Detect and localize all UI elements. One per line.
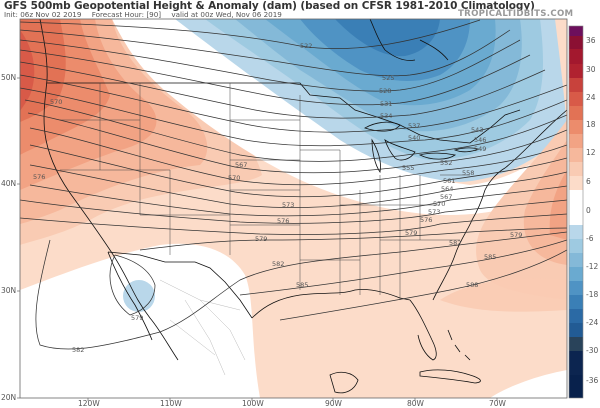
svg-text:546: 546 [474,136,486,144]
lat-label: 30N [1,286,17,295]
lat-label: 50N [1,73,17,82]
svg-text:540: 540 [408,134,420,142]
svg-text:567: 567 [235,161,247,169]
svg-text:579: 579 [510,231,522,239]
svg-text:570: 570 [50,98,62,106]
svg-text:582: 582 [272,260,284,268]
state-boundaries [60,83,470,300]
svg-text:576: 576 [420,216,432,224]
axis-ticks [17,77,498,401]
svg-text:579: 579 [131,314,143,322]
svg-text:582: 582 [449,239,461,247]
svg-text:570: 570 [228,174,240,182]
lat-label: 40N [1,179,17,188]
valid-time: valid at 00z Wed, Nov 06 2019 [171,10,282,19]
colorbar-label: -24 [586,318,599,327]
map-title: GFS 500mb Geopotential Height & Anomaly … [4,0,535,12]
colorbar [568,25,584,399]
svg-text:588: 588 [466,281,478,289]
map-frame [19,18,568,399]
svg-text:555: 555 [402,164,414,172]
colorbar-label: -36 [586,376,599,385]
colorbar-label: 12 [586,148,596,157]
lat-label: 20N [1,393,17,402]
svg-text:567: 567 [440,193,452,201]
svg-text:570: 570 [433,200,445,208]
colorbar-label: 18 [586,120,596,129]
colorbar-label: 36 [586,36,596,45]
svg-text:573: 573 [428,208,440,216]
svg-text:585: 585 [484,253,496,261]
svg-text:582: 582 [72,346,84,354]
forecast-hour: Forecast Hour: [90] [91,10,162,19]
contour-labels: 522 525 528 531 534 537 540 543 546 549 … [33,42,522,354]
svg-text:537: 537 [408,122,420,130]
svg-text:564: 564 [441,185,453,193]
svg-text:579: 579 [405,229,417,237]
lon-label: 80W [407,399,424,408]
svg-text:525: 525 [382,74,394,82]
colorbar-label: -6 [586,234,594,243]
colorbar-label: 0 [586,206,591,215]
svg-text:585: 585 [296,281,308,289]
svg-text:576: 576 [277,217,289,225]
lon-label: 120W [78,399,100,408]
svg-text:528: 528 [379,87,391,95]
map-subtitle: Init: 06z Nov 02 2019 Forecast Hour: [90… [4,10,290,19]
svg-text:579: 579 [255,235,267,243]
svg-text:522: 522 [300,42,312,50]
svg-text:534: 534 [380,112,392,120]
svg-text:549: 549 [474,145,486,153]
lon-label: 90W [325,399,342,408]
svg-text:531: 531 [380,100,392,108]
brand-watermark: TROPICALTIDBITS.COM [458,9,574,19]
colorbar-label: -30 [586,346,599,355]
colorbar-label: 30 [586,65,596,74]
geographic-boundaries [39,19,567,394]
colorbar-label: 24 [586,93,596,102]
svg-text:552: 552 [440,159,452,167]
svg-text:558: 558 [462,169,474,177]
svg-text:573: 573 [282,201,294,209]
init-time: Init: 06z Nov 02 2019 [4,10,82,19]
svg-text:576: 576 [33,173,45,181]
lon-label: 70W [489,399,506,408]
lon-label: 100W [242,399,264,408]
lon-label: 110W [160,399,182,408]
svg-text:543: 543 [471,126,483,134]
svg-text:561: 561 [443,177,455,185]
colorbar-label: -12 [586,262,599,271]
height-contours [20,19,567,350]
colorbar-label: -18 [586,290,599,299]
colorbar-label: 6 [586,177,591,186]
